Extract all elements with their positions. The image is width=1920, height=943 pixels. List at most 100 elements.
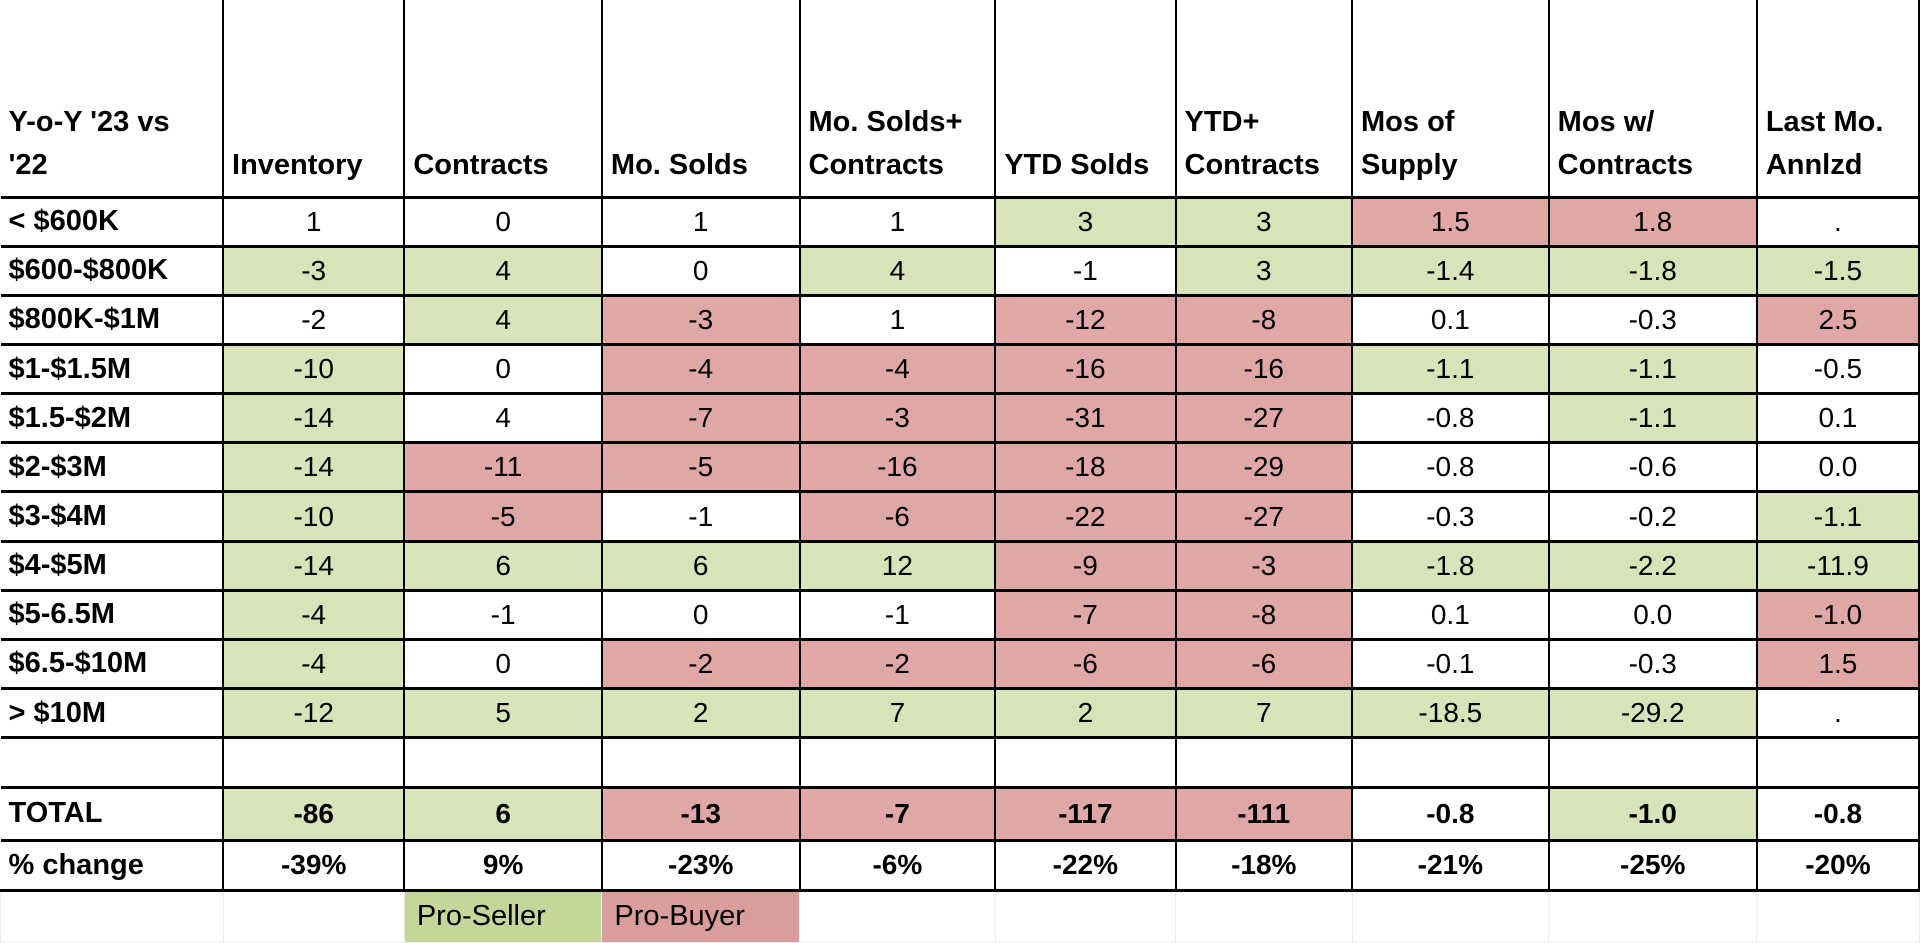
- table-cell[interactable]: -1: [994, 244, 1177, 297]
- table-cell[interactable]: 0: [403, 195, 603, 248]
- table-cell[interactable]: -18.5: [1351, 687, 1550, 740]
- table-cell[interactable]: 0.1: [1755, 392, 1920, 445]
- table-cell[interactable]: -4: [798, 342, 997, 396]
- table-cell[interactable]: 6: [403, 539, 603, 592]
- table-cell[interactable]: -86: [222, 786, 406, 842]
- table-cell[interactable]: -0.8: [1351, 441, 1550, 494]
- column-header-inventory[interactable]: Inventory: [222, 0, 406, 199]
- row-label-total[interactable]: TOTAL: [0, 786, 225, 842]
- table-cell[interactable]: [1351, 889, 1550, 943]
- table-cell[interactable]: -0.3: [1351, 490, 1550, 543]
- table-cell[interactable]: [1756, 889, 1920, 943]
- table-cell[interactable]: -1.8: [1547, 244, 1758, 297]
- table-cell[interactable]: -6: [1174, 637, 1354, 691]
- table-cell[interactable]: -4: [600, 342, 801, 396]
- table-cell[interactable]: -0.1: [1351, 637, 1550, 691]
- table-cell[interactable]: -1: [403, 588, 603, 641]
- table-cell[interactable]: -6: [798, 490, 997, 543]
- table-cell[interactable]: [994, 736, 1177, 790]
- table-cell[interactable]: 1: [798, 293, 997, 346]
- legend-pro-seller[interactable]: Pro-Seller: [403, 889, 603, 943]
- table-cell[interactable]: -2: [222, 293, 406, 346]
- row-label-800k-1m[interactable]: $800K-$1M: [0, 293, 225, 346]
- table-cell[interactable]: 4: [403, 244, 603, 297]
- column-header-mos-w-contracts[interactable]: Mos w/Contracts: [1547, 0, 1758, 199]
- table-cell[interactable]: [1755, 736, 1920, 790]
- row-label-10m[interactable]: > $10M: [0, 687, 225, 740]
- table-cell[interactable]: -1.0: [1547, 786, 1758, 842]
- table-cell[interactable]: -18: [994, 441, 1177, 494]
- table-cell[interactable]: 0.1: [1351, 588, 1550, 641]
- column-header-contracts[interactable]: Contracts: [403, 0, 603, 199]
- row-label-empty[interactable]: [0, 736, 225, 790]
- column-header-mos-of-supply[interactable]: Mos of Supply: [1351, 0, 1550, 199]
- table-cell[interactable]: -1.1: [1755, 490, 1920, 543]
- table-cell[interactable]: 3: [1174, 244, 1354, 297]
- table-cell[interactable]: 7: [798, 687, 997, 740]
- table-cell[interactable]: -1.5: [1755, 244, 1920, 297]
- table-cell[interactable]: -1.0: [1755, 588, 1920, 641]
- table-cell[interactable]: -4: [222, 588, 406, 641]
- table-cell[interactable]: -1.4: [1351, 244, 1550, 297]
- table-cell[interactable]: -1.1: [1547, 392, 1758, 445]
- table-cell[interactable]: 1: [222, 195, 406, 248]
- table-cell[interactable]: -18%: [1174, 838, 1354, 892]
- table-cell[interactable]: 2: [994, 687, 1177, 740]
- table-cell[interactable]: -39%: [222, 838, 406, 892]
- table-cell[interactable]: 3: [1174, 195, 1354, 248]
- table-cell[interactable]: 1: [600, 195, 801, 248]
- table-cell[interactable]: -27: [1174, 490, 1354, 543]
- table-cell[interactable]: [222, 736, 406, 790]
- table-cell[interactable]: -5: [600, 441, 801, 494]
- table-cell[interactable]: -27: [1174, 392, 1354, 445]
- table-cell[interactable]: -8: [1174, 293, 1354, 346]
- table-cell[interactable]: [799, 889, 996, 943]
- table-cell[interactable]: -0.8: [1755, 786, 1920, 842]
- table-cell[interactable]: -23%: [600, 838, 801, 892]
- table-cell[interactable]: -29.2: [1547, 687, 1758, 740]
- legend-pro-buyer[interactable]: Pro-Buyer: [601, 889, 801, 943]
- table-cell[interactable]: 0: [600, 244, 801, 297]
- table-cell[interactable]: -10: [222, 490, 406, 543]
- table-cell[interactable]: -16: [1174, 342, 1354, 396]
- table-cell[interactable]: -0.6: [1547, 441, 1758, 494]
- table-cell[interactable]: -13: [600, 786, 801, 842]
- table-cell[interactable]: -1.1: [1351, 342, 1550, 396]
- table-cell[interactable]: -0.3: [1547, 637, 1758, 691]
- table-cell[interactable]: 0: [403, 342, 603, 396]
- table-cell[interactable]: -14: [222, 441, 406, 494]
- table-cell[interactable]: -5: [403, 490, 603, 543]
- row-label-change[interactable]: % change: [0, 838, 225, 892]
- table-cell[interactable]: 3: [994, 195, 1177, 248]
- table-cell[interactable]: -1: [798, 588, 997, 641]
- table-cell[interactable]: 4: [403, 392, 603, 445]
- table-cell[interactable]: 6: [403, 786, 603, 842]
- table-cell[interactable]: 5: [403, 687, 603, 740]
- table-cell[interactable]: [1351, 736, 1550, 790]
- corner-header-cell[interactable]: Y-o-Y '23 vs '22: [0, 0, 225, 199]
- table-cell[interactable]: -111: [1174, 786, 1354, 842]
- table-cell[interactable]: -21%: [1351, 838, 1550, 892]
- table-cell[interactable]: -0.2: [1547, 490, 1758, 543]
- table-cell[interactable]: [1548, 889, 1758, 943]
- table-cell[interactable]: -11: [403, 441, 603, 494]
- table-cell[interactable]: [222, 889, 405, 943]
- table-cell[interactable]: -20%: [1755, 838, 1920, 892]
- row-label-empty[interactable]: [0, 889, 224, 943]
- table-cell[interactable]: -2: [798, 637, 997, 691]
- table-cell[interactable]: -7: [994, 588, 1177, 641]
- table-cell[interactable]: -9: [994, 539, 1177, 592]
- table-cell[interactable]: 4: [403, 293, 603, 346]
- table-cell[interactable]: -2: [600, 637, 801, 691]
- table-cell[interactable]: 1: [798, 195, 997, 248]
- table-cell[interactable]: .: [1755, 687, 1920, 740]
- table-cell[interactable]: -1.1: [1547, 342, 1758, 396]
- row-label-1-1-5m[interactable]: $1-$1.5M: [0, 342, 225, 396]
- table-cell[interactable]: -7: [798, 786, 997, 842]
- column-header-mo-solds-contracts[interactable]: Mo. Solds+ Contracts: [798, 0, 997, 199]
- table-cell[interactable]: -3: [600, 293, 801, 346]
- table-cell[interactable]: -4: [222, 637, 406, 691]
- table-cell[interactable]: [600, 736, 801, 790]
- row-label-3-4m[interactable]: $3-$4M: [0, 490, 225, 543]
- table-cell[interactable]: -31: [994, 392, 1177, 445]
